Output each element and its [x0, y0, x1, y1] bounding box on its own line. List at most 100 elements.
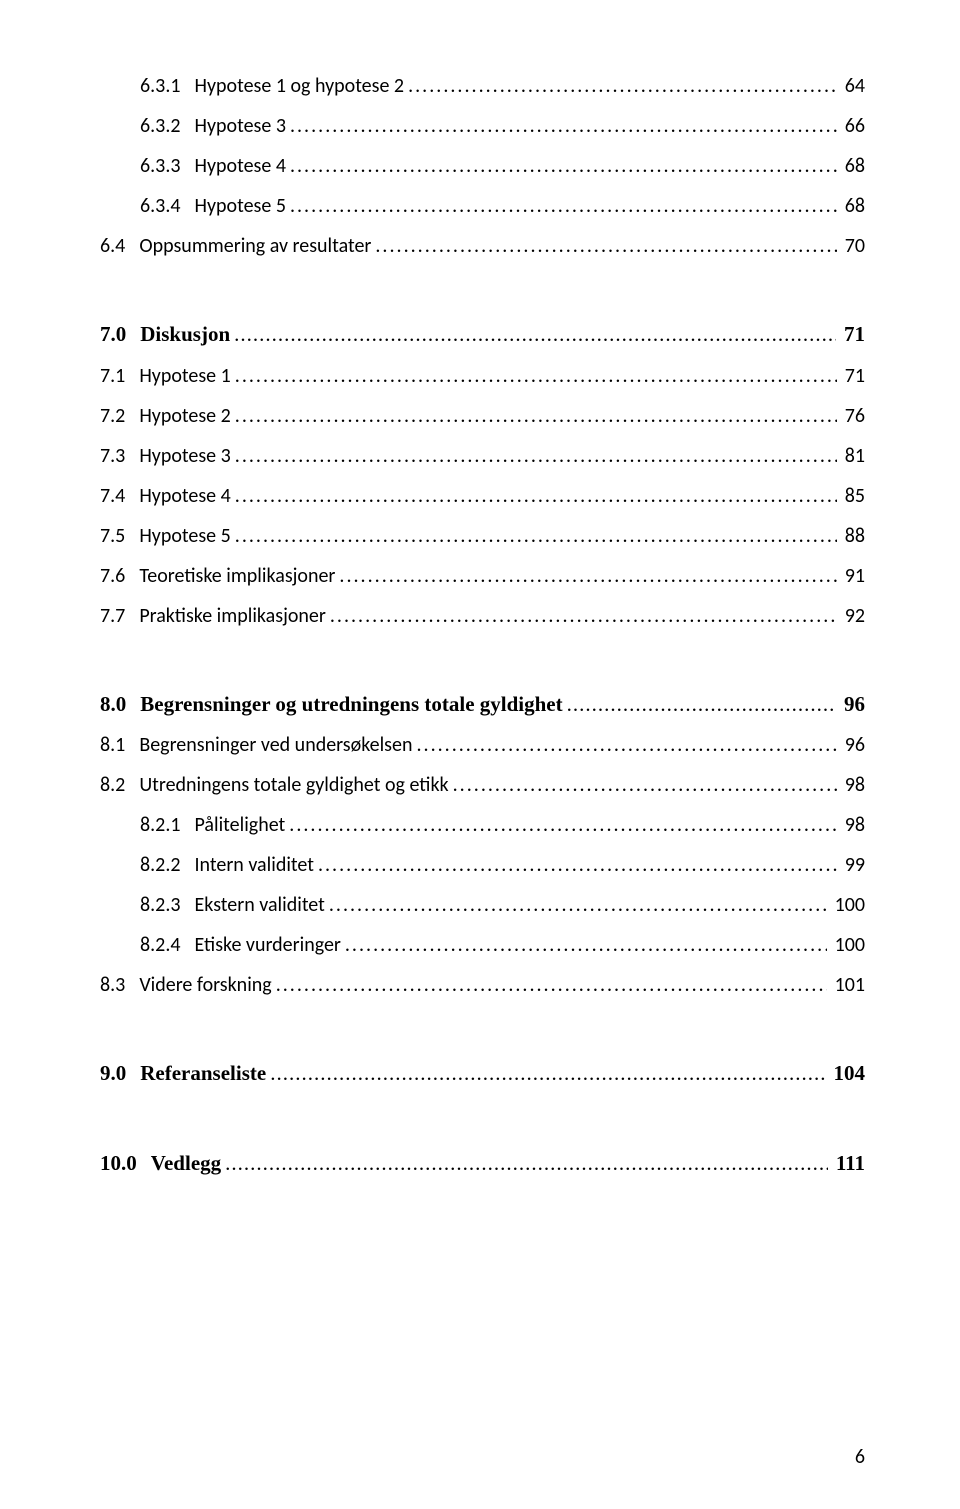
toc-leader-dots: [318, 849, 837, 881]
toc-entry-page: 111: [832, 1147, 865, 1181]
toc-entry-number: 9.0: [100, 1057, 140, 1091]
toc-entry-page: 64: [841, 70, 865, 102]
toc-entry-page: 71: [840, 318, 865, 352]
toc-entry-page: 98: [841, 809, 865, 841]
toc-entry-title: Etiske vurderinger: [195, 929, 341, 961]
toc-entry-number: 8.2.3: [140, 889, 195, 921]
toc-entry-number: 7.3: [100, 440, 139, 472]
toc-entry-page: 76: [841, 400, 865, 432]
toc-entry-page: 66: [841, 110, 865, 142]
toc-entry-page: 104: [830, 1057, 866, 1091]
toc-entry: 6.3.1Hypotese 1 og hypotese 2 64: [100, 70, 865, 102]
toc-entry-page: 91: [841, 560, 865, 592]
toc-entry-number: 10.0: [100, 1147, 151, 1181]
toc-entry-number: 7.0: [100, 318, 140, 352]
toc-entry-title: Hypotese 3: [195, 110, 286, 142]
toc-entry: 8.2Utredningens totale gyldighet og etik…: [100, 769, 865, 801]
toc-entry: 8.1Begrensninger ved undersøkelsen96: [100, 729, 865, 761]
toc-entry-number: 6.3.2: [140, 110, 195, 142]
toc-entry-title: Hypotese 5: [195, 190, 286, 222]
toc-entry-title: Hypotese 4: [139, 480, 230, 512]
toc-leader-dots: [330, 600, 837, 632]
toc-entry-title: Praktiske implikasjoner: [139, 600, 326, 632]
toc-entry-number: 7.6: [100, 560, 139, 592]
toc-entry-page: 71: [841, 360, 865, 392]
toc-entry: 7.2Hypotese 276: [100, 400, 865, 432]
toc-entry: 7.5Hypotese 588: [100, 520, 865, 552]
toc-leader-dots: [235, 480, 837, 512]
toc-leader-dots: [329, 889, 827, 921]
toc-leader-dots: [339, 560, 836, 592]
toc-entry-title: Vedlegg: [151, 1147, 221, 1181]
toc-entry-title: Hypotese 4: [195, 150, 286, 182]
toc-leader-dots: [235, 440, 837, 472]
toc-entry-page: 99: [841, 849, 865, 881]
toc-leader-dots: [375, 230, 836, 262]
toc-leader-dots: [290, 150, 837, 182]
toc-entry-page: 96: [840, 688, 865, 722]
toc-leader-dots: [235, 520, 837, 552]
toc-leader-dots: [290, 190, 837, 222]
toc-entry-title: Hypotese 5: [139, 520, 230, 552]
toc-entry: 7.1Hypotese 1 71: [100, 360, 865, 392]
toc-entry: 7.7Praktiske implikasjoner 92: [100, 600, 865, 632]
toc-entry-number: 8.1: [100, 729, 139, 761]
toc-entry: 9.0Referanseliste 104: [100, 1057, 865, 1091]
toc-entry: 6.3.2Hypotese 3 66: [100, 110, 865, 142]
toc-entry-title: Diskusjon: [140, 318, 230, 352]
toc-entry-number: 6.3.1: [140, 70, 195, 102]
toc-entry-title: Hypotese 3: [139, 440, 230, 472]
toc-entry: 7.4Hypotese 485: [100, 480, 865, 512]
toc-leader-dots: [276, 969, 827, 1001]
toc-entry: 6.4Oppsummering av resultater70: [100, 230, 865, 262]
document-page: 6.3.1Hypotese 1 og hypotese 2646.3.2Hypo…: [0, 0, 960, 1509]
toc-entry-number: 7.1: [100, 360, 139, 392]
toc-entry-title: Utredningens totale gyldighet og etikk: [139, 769, 448, 801]
toc-entry-page: 85: [841, 480, 865, 512]
toc-entry: 8.0Begrensninger og utredningens totale …: [100, 688, 865, 722]
toc-entry: 6.3.4Hypotese 568: [100, 190, 865, 222]
toc-entry-title: Videre forskning: [139, 969, 271, 1001]
toc-entry: 8.2.2Intern validitet 99: [100, 849, 865, 881]
toc-entry-number: 6.4: [100, 230, 139, 262]
toc-entry-title: Hypotese 1: [139, 360, 230, 392]
toc-entry: 7.3Hypotese 3 81: [100, 440, 865, 472]
toc-leader-dots: [453, 769, 837, 801]
toc-entry: 8.2.1Pålitelighet 98: [100, 809, 865, 841]
toc-entry-title: Hypotese 1 og hypotese 2: [195, 70, 405, 102]
toc-entry-number: 8.2.4: [140, 929, 195, 961]
toc-entry: 8.2.3Ekstern validitet 100: [100, 889, 865, 921]
table-of-contents: 6.3.1Hypotese 1 og hypotese 2646.3.2Hypo…: [100, 70, 865, 1180]
toc-entry-number: 8.2.1: [140, 809, 195, 841]
toc-entry-title: Intern validitet: [195, 849, 314, 881]
toc-leader-dots: [289, 809, 836, 841]
toc-leader-dots: [225, 1147, 828, 1181]
toc-entry-page: 88: [841, 520, 865, 552]
toc-entry: 7.6Teoretiske implikasjoner 91: [100, 560, 865, 592]
toc-entry-title: Oppsummering av resultater: [139, 230, 371, 262]
toc-entry-page: 100: [831, 929, 865, 961]
toc-entry-number: 6.3.3: [140, 150, 195, 182]
toc-leader-dots: [234, 318, 836, 352]
toc-leader-dots: [567, 688, 836, 722]
toc-entry-title: Referanseliste: [140, 1057, 266, 1091]
toc-entry-number: 8.2: [100, 769, 139, 801]
toc-entry-number: 7.7: [100, 600, 139, 632]
toc-entry-title: Begrensninger og utredningens totale gyl…: [140, 688, 562, 722]
toc-leader-dots: [235, 360, 837, 392]
toc-leader-dots: [408, 70, 837, 102]
toc-entry-page: 68: [841, 150, 865, 182]
toc-entry-title: Ekstern validitet: [195, 889, 325, 921]
toc-leader-dots: [416, 729, 836, 761]
toc-entry-page: 98: [841, 769, 865, 801]
toc-entry-title: Teoretiske implikasjoner: [139, 560, 335, 592]
toc-entry-title: Pålitelighet: [195, 809, 286, 841]
toc-leader-dots: [270, 1057, 825, 1091]
toc-entry-number: 8.2.2: [140, 849, 195, 881]
toc-leader-dots: [290, 110, 837, 142]
toc-entry-page: 81: [841, 440, 865, 472]
toc-entry-page: 100: [831, 889, 865, 921]
toc-entry: 6.3.3Hypotese 4 68: [100, 150, 865, 182]
toc-entry-page: 92: [841, 600, 865, 632]
toc-entry-number: 8.3: [100, 969, 139, 1001]
